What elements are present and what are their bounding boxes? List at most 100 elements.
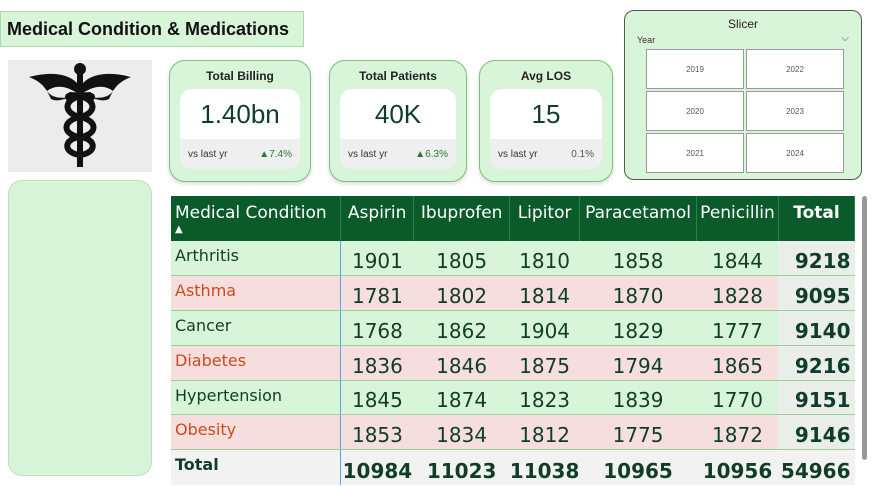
cell-value: 1810 bbox=[509, 241, 580, 277]
kpi-footer: vs last yr 0.1% bbox=[490, 139, 602, 169]
cell-value: 1865 bbox=[696, 345, 779, 381]
side-panel bbox=[8, 180, 152, 476]
kpi-delta-value: 7.4% bbox=[269, 148, 292, 160]
table-row[interactable]: Hypertension 1845 1874 1823 1839 1770 91… bbox=[171, 380, 855, 416]
caduceus-icon bbox=[29, 63, 131, 167]
chevron-down-icon[interactable]: ⌵ bbox=[841, 33, 849, 44]
kpi-footer: vs last yr ▲7.4% bbox=[180, 139, 300, 169]
kpi-vs-label: vs last yr bbox=[348, 148, 388, 160]
column-header-ibuprofen[interactable]: Ibuprofen bbox=[413, 196, 511, 241]
page-title-text: Medical Condition & Medications bbox=[7, 18, 290, 39]
column-header-total[interactable]: Total bbox=[778, 196, 856, 241]
cell-value: 1770 bbox=[696, 380, 779, 416]
matrix-scrollbar[interactable] bbox=[862, 196, 868, 480]
kpi-delta: 0.1% bbox=[571, 149, 594, 160]
matrix-header-row: Medical Condition ▲ Aspirin Ibuprofen Lip… bbox=[171, 196, 856, 241]
logo bbox=[8, 60, 152, 172]
slicer-option-2019[interactable]: 2019 bbox=[646, 49, 744, 89]
cell-value: 1814 bbox=[509, 275, 580, 312]
cell-value: 1794 bbox=[579, 345, 697, 381]
kpi-avg-los[interactable]: Avg LOS 15 vs last yr 0.1% bbox=[479, 60, 613, 182]
kpi-vs-label: vs last yr bbox=[498, 148, 538, 160]
kpi-card: 40K vs last yr ▲6.3% bbox=[340, 89, 456, 169]
cell-value: 1802 bbox=[413, 275, 510, 312]
up-arrow-icon: ▲ bbox=[259, 148, 270, 160]
row-condition: Arthritis bbox=[171, 241, 342, 277]
cell-value: 1768 bbox=[340, 310, 414, 346]
cell-value: 1777 bbox=[696, 310, 779, 346]
kpi-total-patients[interactable]: Total Patients 40K vs last yr ▲6.3% bbox=[329, 60, 467, 182]
cell-value: 1775 bbox=[579, 414, 697, 451]
cell-value: 1853 bbox=[340, 414, 414, 451]
scrollbar-thumb[interactable] bbox=[862, 196, 867, 460]
kpi-title: Avg LOS bbox=[520, 69, 572, 83]
table-row[interactable]: Cancer 1768 1862 1904 1829 1777 9140 bbox=[171, 310, 855, 346]
column-total: 11038 bbox=[509, 449, 580, 485]
cell-value: 1901 bbox=[340, 241, 414, 277]
column-header-penicillin[interactable]: Penicillin bbox=[696, 196, 779, 241]
totals-label: Total bbox=[171, 449, 342, 485]
cell-value: 1839 bbox=[579, 380, 697, 416]
table-row[interactable]: Obesity 1853 1834 1812 1775 1872 9146 bbox=[171, 414, 855, 451]
row-condition: Cancer bbox=[171, 310, 342, 346]
row-total: 9146 bbox=[778, 414, 855, 451]
column-total: 10984 bbox=[340, 449, 414, 485]
slicer-options: 2019 2022 2020 2023 2021 2024 bbox=[646, 49, 844, 173]
cell-value: 1846 bbox=[413, 345, 510, 381]
column-header-paracetamol[interactable]: Paracetamol bbox=[579, 196, 698, 241]
column-header-aspirin[interactable]: Aspirin bbox=[340, 196, 415, 241]
sort-ascending-icon[interactable]: ▲ bbox=[175, 224, 183, 235]
slicer-option-2022[interactable]: 2022 bbox=[746, 49, 844, 89]
kpi-title: Total Billing bbox=[206, 69, 274, 83]
kpi-vs-label: vs last yr bbox=[188, 148, 228, 160]
row-total: 9140 bbox=[778, 310, 855, 346]
row-total: 9095 bbox=[778, 275, 855, 312]
kpi-delta-value: 6.3% bbox=[425, 148, 448, 160]
column-total: 10956 bbox=[696, 449, 779, 485]
table-row[interactable]: Asthma 1781 1802 1814 1870 1828 9095 bbox=[171, 275, 855, 312]
year-slicer: Slicer Year ⌵ 2019 2022 2020 2023 2021 2… bbox=[624, 10, 862, 180]
table-row[interactable]: Diabetes 1836 1846 1875 1794 1865 9216 bbox=[171, 345, 855, 381]
column-header-medical-condition[interactable]: Medical Condition ▲ bbox=[171, 196, 342, 241]
cell-value: 1845 bbox=[340, 380, 414, 416]
kpi-delta: ▲6.3% bbox=[415, 149, 448, 160]
kpi-total-billing[interactable]: Total Billing 1.40bn vs last yr ▲7.4% bbox=[169, 60, 311, 182]
cell-value: 1904 bbox=[509, 310, 580, 346]
cell-value: 1858 bbox=[579, 241, 697, 277]
row-total: 9151 bbox=[778, 380, 855, 416]
row-total: 9216 bbox=[778, 345, 855, 381]
slicer-option-2024[interactable]: 2024 bbox=[746, 133, 844, 173]
condition-medication-matrix: Medical Condition ▲ Aspirin Ibuprofen Lip… bbox=[171, 196, 856, 485]
totals-row: Total 10984 11023 11038 10965 10956 5496… bbox=[171, 449, 855, 485]
cell-value: 1829 bbox=[579, 310, 697, 346]
table-row[interactable]: Arthritis 1901 1805 1810 1858 1844 9218 bbox=[171, 241, 855, 277]
cell-value: 1874 bbox=[413, 380, 510, 416]
kpi-footer: vs last yr ▲6.3% bbox=[340, 139, 456, 169]
cell-value: 1812 bbox=[509, 414, 580, 451]
row-condition: Asthma bbox=[171, 275, 342, 312]
column-header-lipitor[interactable]: Lipitor bbox=[509, 196, 581, 241]
cell-value: 1872 bbox=[696, 414, 779, 451]
kpi-delta-value: 0.1% bbox=[571, 148, 594, 160]
cell-value: 1805 bbox=[413, 241, 510, 277]
cell-value: 1781 bbox=[340, 275, 414, 312]
kpi-value: 40K bbox=[374, 99, 422, 129]
cell-value: 1823 bbox=[509, 380, 580, 416]
cell-value: 1862 bbox=[413, 310, 510, 346]
column-total: 11023 bbox=[413, 449, 510, 485]
cell-value: 1834 bbox=[413, 414, 510, 451]
column-total: 10965 bbox=[579, 449, 697, 485]
slicer-option-2023[interactable]: 2023 bbox=[746, 91, 844, 131]
cell-value: 1870 bbox=[579, 275, 697, 312]
row-condition: Hypertension bbox=[171, 380, 342, 416]
slicer-title: Slicer bbox=[727, 17, 758, 31]
kpi-card: 1.40bn vs last yr ▲7.4% bbox=[180, 89, 300, 169]
up-arrow-icon: ▲ bbox=[415, 148, 426, 160]
slicer-field-label: Year bbox=[637, 35, 656, 45]
kpi-card: 15 vs last yr 0.1% bbox=[490, 89, 602, 169]
slicer-option-2020[interactable]: 2020 bbox=[646, 91, 744, 131]
slicer-option-2021[interactable]: 2021 bbox=[646, 133, 744, 173]
cell-value: 1836 bbox=[340, 345, 414, 381]
grand-total: 54966 bbox=[778, 449, 855, 485]
cell-value: 1844 bbox=[696, 241, 779, 277]
